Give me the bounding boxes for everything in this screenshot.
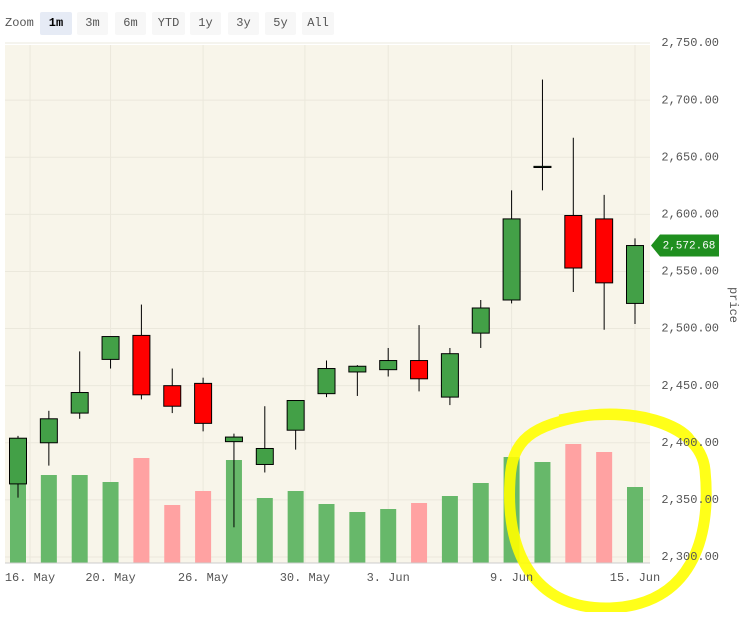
zoom-button-label[interactable]: 6m	[123, 16, 137, 30]
volume-bar	[441, 496, 458, 563]
zoom-button[interactable]	[265, 12, 296, 35]
plot-background	[5, 45, 650, 563]
y-tick-label: 2,550.00	[661, 265, 719, 279]
candle-body	[101, 336, 120, 360]
volume-bar	[164, 505, 181, 563]
zoom-button[interactable]	[302, 12, 334, 35]
x-tick-label: 3. Jun	[367, 571, 410, 585]
y-tick-label: 2,400.00	[661, 436, 719, 450]
zoom-button-label[interactable]: All	[307, 16, 329, 30]
zoom-button-label[interactable]: 3y	[236, 16, 250, 30]
candle-body	[626, 245, 644, 304]
x-tick-label: 30. May	[280, 571, 330, 585]
candle-body	[440, 353, 459, 398]
volume-bar	[40, 475, 57, 563]
x-tick-label: 20. May	[85, 571, 135, 585]
volume-bar	[596, 452, 613, 563]
candle-body	[224, 436, 243, 443]
volume-bar	[256, 498, 273, 563]
candle-body	[410, 360, 429, 380]
candle-body	[194, 382, 213, 424]
candle-body	[533, 165, 552, 169]
zoom-button-label[interactable]: 1y	[198, 16, 212, 30]
zoom-button[interactable]	[190, 12, 221, 35]
volume-bar	[627, 487, 643, 563]
x-tick-label: 15. Jun	[610, 571, 660, 585]
zoom-label: Zoom	[5, 16, 34, 30]
zoom-button-label[interactable]: 5y	[273, 16, 287, 30]
y-tick-label: 2,750.00	[661, 36, 719, 50]
candle-body	[39, 418, 58, 444]
volume-bar	[380, 509, 397, 563]
y-tick-label: 2,600.00	[661, 208, 719, 222]
volume-bar	[133, 458, 150, 563]
last-price-label: 2,572.68	[663, 240, 716, 252]
candle-body	[317, 368, 336, 395]
candle-body	[502, 218, 521, 301]
volume-bar	[10, 476, 26, 563]
volume-bar	[411, 503, 428, 563]
x-tick-label: 16. May	[5, 571, 55, 585]
candle-body	[471, 307, 490, 334]
y-tick-label: 2,450.00	[661, 379, 719, 393]
volume-bar	[287, 491, 304, 563]
zoom-button-label[interactable]: YTD	[158, 16, 180, 30]
zoom-button-label[interactable]: 3m	[85, 16, 99, 30]
volume-bar	[472, 483, 489, 563]
x-tick-label: 9. Jun	[490, 571, 533, 585]
candle-body	[286, 400, 305, 431]
y-tick-label: 2,500.00	[661, 322, 719, 336]
volume-bar	[349, 512, 366, 563]
y-tick-label: 2,650.00	[661, 150, 719, 164]
zoom-button[interactable]	[40, 12, 72, 35]
last-price-flag	[651, 234, 719, 257]
zoom-button-label[interactable]: 1m	[49, 16, 63, 30]
volume-bar	[102, 482, 119, 563]
zoom-button[interactable]	[115, 12, 146, 35]
volume-bar	[534, 462, 551, 563]
highlight-annotation	[504, 408, 712, 614]
y-tick-label: 2,300.00	[661, 550, 719, 564]
volume-bar	[318, 504, 335, 563]
candle-body	[255, 447, 274, 465]
volume-bar	[195, 491, 212, 563]
candle-body	[348, 365, 367, 373]
zoom-button[interactable]	[228, 12, 259, 35]
y-tick-label: 2,700.00	[661, 93, 719, 107]
zoom-button[interactable]	[152, 12, 185, 35]
zoom-button[interactable]	[77, 12, 108, 35]
candle-body	[163, 385, 182, 407]
candle-body	[564, 214, 583, 269]
candle-body	[9, 437, 27, 485]
x-tick-label: 26. May	[178, 571, 228, 585]
volume-bar	[565, 444, 582, 563]
candle-body	[379, 360, 398, 371]
y-tick-label: 2,350.00	[661, 493, 719, 507]
candle-body	[595, 218, 614, 284]
candle-body	[70, 392, 89, 414]
volume-bar	[71, 475, 88, 563]
y-axis-title: price	[726, 287, 740, 323]
candle-body	[132, 334, 151, 396]
